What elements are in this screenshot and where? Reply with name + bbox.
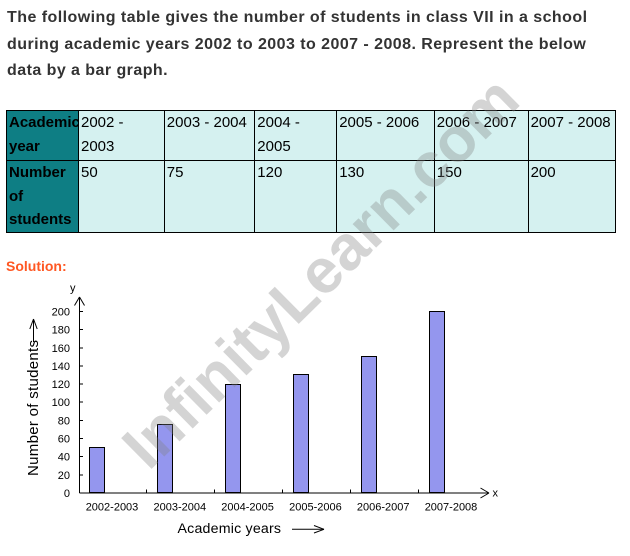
svg-text:2006-2007: 2006-2007 xyxy=(357,502,410,514)
svg-text:Number of students: Number of students xyxy=(25,340,42,476)
svg-text:20: 20 xyxy=(58,470,70,482)
svg-text:40: 40 xyxy=(58,452,70,464)
svg-text:x: x xyxy=(493,488,499,500)
svg-text:80: 80 xyxy=(58,415,70,427)
svg-text:140: 140 xyxy=(52,361,70,373)
svg-text:100: 100 xyxy=(52,397,70,409)
svg-text:60: 60 xyxy=(58,434,70,446)
svg-text:120: 120 xyxy=(52,379,70,391)
svg-text:160: 160 xyxy=(52,343,70,355)
svg-text:2005-2006: 2005-2006 xyxy=(289,502,342,514)
svg-text:2003-2004: 2003-2004 xyxy=(153,502,206,514)
svg-text:2007-2008: 2007-2008 xyxy=(425,502,478,514)
svg-text:0: 0 xyxy=(64,488,70,500)
svg-text:2002-2003: 2002-2003 xyxy=(86,502,139,514)
svg-text:2004-2005: 2004-2005 xyxy=(221,502,274,514)
svg-text:200: 200 xyxy=(52,307,70,319)
svg-text:Academic years: Academic years xyxy=(178,521,282,537)
svg-text:y: y xyxy=(70,283,76,295)
svg-text:180: 180 xyxy=(52,325,70,337)
